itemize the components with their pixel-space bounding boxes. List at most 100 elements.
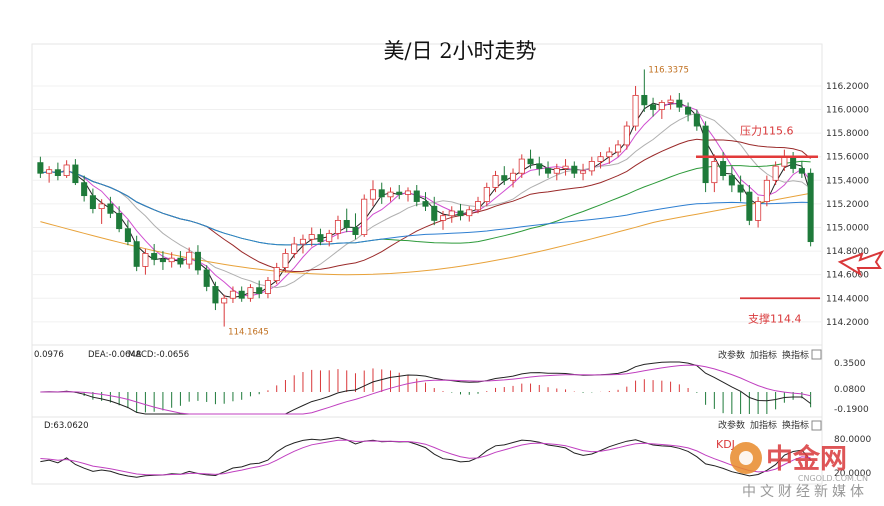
candle-body	[807, 172, 814, 243]
candle-body	[177, 257, 184, 265]
candle-body	[518, 158, 525, 174]
candle-body	[343, 220, 350, 228]
candle-body	[606, 151, 613, 158]
y-tick-label: 115.6000	[826, 153, 869, 163]
candle-body	[378, 189, 385, 198]
candle-body	[291, 243, 298, 254]
kdj-tick-top: 80.0000	[834, 435, 871, 445]
candle-body	[658, 102, 665, 110]
macd-close-icon[interactable]	[811, 349, 822, 360]
macd-tick-top: 0.3500	[834, 359, 866, 369]
candle-body	[194, 251, 201, 271]
candle-body	[221, 297, 228, 304]
candle-body	[159, 258, 166, 263]
kdj-change-params-button[interactable]: 改参数	[718, 419, 745, 431]
candle-body	[527, 158, 534, 165]
candle-body	[597, 156, 604, 162]
candle-body	[247, 287, 254, 299]
resistance-label: 压力115.6	[740, 125, 794, 138]
candle-body	[798, 168, 805, 174]
candle-body	[693, 113, 700, 127]
candle-body	[746, 191, 753, 221]
candle-body	[299, 238, 306, 245]
kdj-add-indicator-button[interactable]: 加指标	[750, 419, 777, 431]
candle-body	[553, 168, 560, 174]
ma-orange-line	[40, 192, 811, 276]
candle-body	[238, 290, 245, 299]
candle-body	[728, 175, 735, 186]
y-tick-label: 115.4000	[826, 176, 869, 186]
candle-body	[37, 162, 44, 174]
candle-body	[186, 251, 193, 265]
candle-body	[308, 234, 315, 240]
logo-inner-icon	[739, 451, 753, 465]
macd-dea-line	[40, 364, 811, 415]
candle-body	[685, 106, 692, 115]
macd-tick-mid: 0.0800	[834, 385, 866, 395]
watermark: 中金网 CNGOLD.COM.CN 中文财经新媒体	[730, 442, 868, 500]
candle-body	[536, 163, 543, 169]
candle-body	[369, 189, 377, 200]
candle-body	[116, 212, 123, 230]
candle-body	[641, 94, 648, 106]
candle-body	[772, 165, 779, 181]
candle-body	[431, 205, 438, 221]
candle-body	[676, 99, 683, 108]
candle-body	[89, 195, 96, 210]
ma-80-line	[40, 170, 811, 246]
candle-body	[588, 161, 595, 172]
candle-body	[457, 210, 464, 217]
candle-body	[282, 253, 289, 268]
candle-body	[755, 201, 762, 221]
candle-body	[737, 184, 744, 193]
kdj-label: KDJ	[716, 438, 735, 451]
candle-body	[151, 253, 158, 260]
candle-body	[466, 209, 473, 217]
candle-body	[168, 257, 175, 263]
candle-body	[623, 125, 630, 146]
candle-body	[763, 179, 770, 202]
macd-dif-text: 0.0976	[34, 350, 64, 360]
candle-body	[615, 144, 622, 153]
low-label: 114.1645	[228, 328, 269, 338]
candle-body	[448, 210, 455, 217]
candle-body	[72, 164, 79, 184]
candle-body	[387, 191, 394, 198]
candle-body	[326, 232, 333, 243]
macd-dif-line	[40, 361, 811, 415]
macd-add-indicator-button[interactable]: 加指标	[750, 349, 777, 361]
candle-body	[667, 99, 674, 103]
candle-body	[702, 125, 709, 184]
y-tick-label: 114.8000	[826, 247, 869, 257]
support-label: 支撑114.4	[748, 311, 802, 325]
candle-body	[361, 198, 368, 235]
candle-body	[317, 234, 324, 243]
macd-switch-indicator-button[interactable]: 换指标	[782, 349, 809, 361]
candle-body	[229, 290, 236, 299]
candle-body	[203, 269, 210, 287]
candle-body	[212, 286, 219, 304]
candle-body	[510, 172, 517, 181]
candle-body	[396, 191, 403, 195]
candle-body	[256, 287, 263, 294]
candle-body	[124, 228, 131, 243]
macd-value-text: MACD:-0.0656	[128, 350, 189, 360]
candle-body	[501, 175, 508, 181]
y-tick-label: 116.0000	[826, 106, 869, 116]
arrow-icon	[837, 250, 884, 277]
watermark-logo: 中金网	[766, 443, 847, 475]
candle-body	[334, 220, 341, 234]
candle-body	[790, 156, 797, 169]
kdj-close-icon[interactable]	[811, 420, 822, 431]
macd-change-params-button[interactable]: 改参数	[718, 349, 745, 361]
y-tick-label: 114.6000	[826, 271, 869, 281]
candle-body	[580, 170, 587, 174]
macd-dea-text: DEA:-0.0648	[88, 350, 141, 360]
kdj-switch-indicator-button[interactable]: 换指标	[782, 419, 809, 431]
y-tick-label: 114.2000	[826, 318, 869, 328]
kdj-tick-low: 20.0000	[834, 469, 871, 479]
y-tick-label: 116.2000	[826, 82, 869, 92]
candle-body	[133, 241, 140, 267]
candle-body	[264, 280, 271, 294]
